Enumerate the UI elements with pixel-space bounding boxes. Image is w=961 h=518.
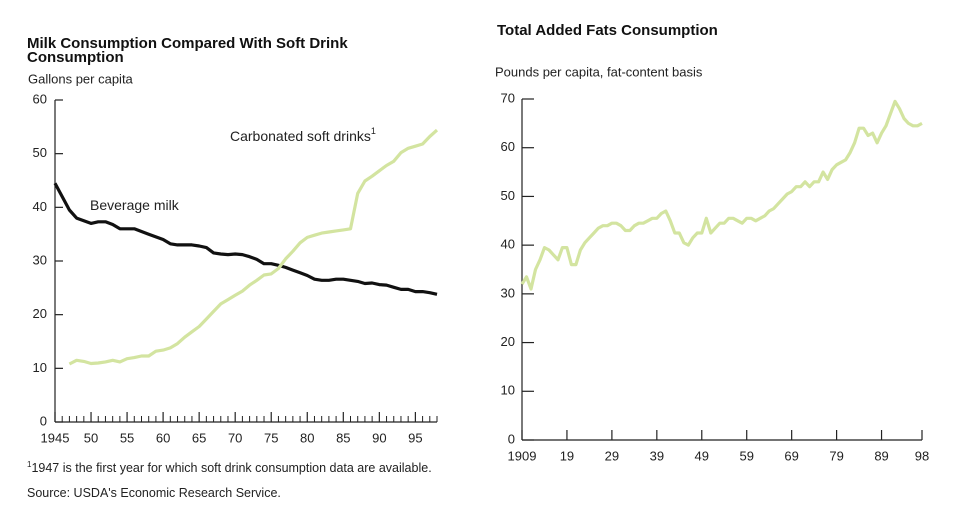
y-axis-label: Gallons per capita — [28, 71, 134, 86]
x-tick-label: 90 — [372, 430, 386, 445]
y-tick-label: 50 — [33, 145, 47, 160]
x-tick-label: 89 — [874, 448, 888, 463]
y-tick-label: 0 — [508, 431, 515, 446]
series-label: Beverage milk — [90, 197, 180, 213]
x-tick-label: 69 — [784, 448, 798, 463]
y-tick-label: 30 — [501, 285, 515, 300]
series-label: Carbonated soft drinks1 — [230, 126, 376, 143]
chart-title: Milk Consumption Compared With Soft Drin… — [27, 35, 348, 66]
y-tick-label: 70 — [501, 90, 515, 105]
x-tick-label: 29 — [605, 448, 619, 463]
x-tick-label: 95 — [408, 430, 422, 445]
series-name: Carbonated soft drinks — [230, 128, 371, 144]
y-tick-label: 10 — [501, 383, 515, 398]
y-tick-label: 0 — [40, 413, 47, 428]
line-series — [53, 182, 438, 296]
footnote: 11947 is the first year for which soft d… — [27, 459, 447, 474]
x-tick-label: 49 — [695, 448, 709, 463]
y-tick-label: 10 — [33, 360, 47, 375]
source: Source: USDA's Economic Research Service… — [27, 486, 281, 500]
x-tick-label: 79 — [829, 448, 843, 463]
x-tick-label: 19 — [560, 448, 574, 463]
x-tick-label: 98 — [915, 448, 929, 463]
x-tick-label: 80 — [300, 430, 314, 445]
y-tick-label: 40 — [33, 199, 47, 214]
x-tick-label: 60 — [156, 430, 170, 445]
x-tick-label: 1909 — [508, 448, 537, 463]
x-tick-label: 55 — [120, 430, 134, 445]
y-axis-label: Pounds per capita, fat-content basis — [495, 64, 703, 79]
y-tick-label: 20 — [501, 334, 515, 349]
line-series — [68, 128, 439, 366]
series-name: Beverage milk — [90, 197, 180, 213]
x-tick-label: 75 — [264, 430, 278, 445]
x-tick-label: 39 — [650, 448, 664, 463]
x-tick-label: 59 — [739, 448, 753, 463]
y-tick-label: 50 — [501, 188, 515, 203]
y-tick-label: 60 — [33, 91, 47, 106]
x-tick-label: 70 — [228, 430, 242, 445]
y-tick-label: 30 — [33, 252, 47, 267]
footnote-marker: 1 — [27, 460, 32, 469]
x-tick-label: 1945 — [41, 430, 70, 445]
chart-title: Total Added Fats Consumption — [497, 22, 718, 39]
y-tick-label: 20 — [33, 306, 47, 321]
line-series — [520, 99, 923, 291]
x-tick-label: 65 — [192, 430, 206, 445]
y-tick-label: 40 — [501, 237, 515, 252]
y-tick-label: 60 — [501, 139, 515, 154]
footnote-text: 1947 is the first year for which soft dr… — [31, 461, 432, 476]
x-tick-label: 85 — [336, 430, 350, 445]
series-note: 1 — [371, 126, 376, 136]
x-tick-label: 50 — [84, 430, 98, 445]
